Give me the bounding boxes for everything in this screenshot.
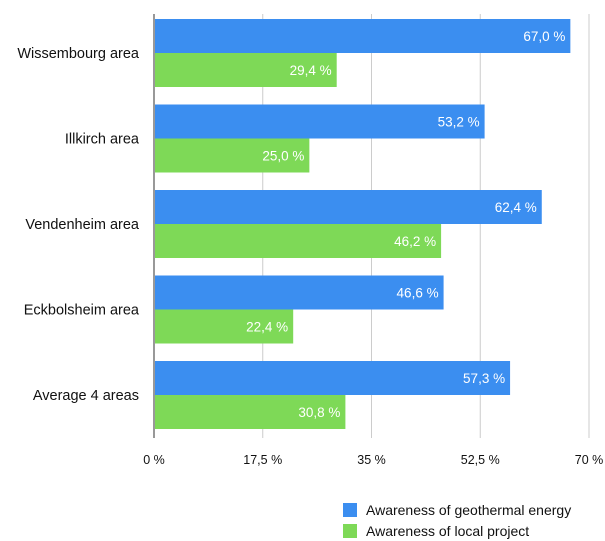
legend-swatch-local-project bbox=[343, 523, 357, 538]
bar-geothermal bbox=[155, 275, 444, 310]
bar-local-project bbox=[155, 309, 294, 344]
legend-label-geothermal: Awareness of geothermal energy bbox=[366, 501, 572, 518]
category-label: Eckbolsheim area bbox=[24, 303, 140, 319]
bar-local-project bbox=[155, 395, 346, 429]
bar-geothermal bbox=[155, 190, 542, 224]
category-label: Illkirch area bbox=[65, 132, 140, 148]
x-tick-label: 17,5 % bbox=[243, 453, 282, 467]
bar-value-label: 62,4 % bbox=[495, 200, 537, 215]
category-label: Vendenheim area bbox=[25, 217, 140, 233]
x-tick-label: 35 % bbox=[357, 453, 386, 467]
bars: 67,0 % 29,4 % 53,2 % 25,0 % 62,4 % 46,2 % 46,6… bbox=[155, 19, 571, 429]
bar-geothermal bbox=[155, 361, 511, 395]
category-label: Average 4 areas bbox=[33, 388, 139, 404]
legend-item-geothermal: Awareness of geothermal energy bbox=[343, 499, 571, 520]
bar-value-label: 46,2 % bbox=[394, 234, 436, 249]
legend-swatch-geothermal bbox=[343, 502, 357, 517]
legend-label-local-project: Awareness of local project bbox=[366, 522, 530, 539]
bar-local-project bbox=[155, 138, 310, 173]
category-labels: Wissembourg area Illkirch area Vendenheim … bbox=[17, 46, 140, 404]
bar-value-label: 30,8 % bbox=[298, 405, 340, 420]
legend: Awareness of geothermal energy Awareness… bbox=[343, 499, 571, 541]
bar-geothermal bbox=[155, 104, 485, 139]
category-label: Wissembourg area bbox=[17, 46, 140, 62]
bar-value-label: 29,4 % bbox=[290, 63, 332, 78]
x-tick-label: 52,5 % bbox=[461, 453, 500, 467]
bar-value-label: 25,0 % bbox=[262, 149, 304, 164]
bar-value-label: 22,4 % bbox=[246, 320, 288, 335]
bar-value-label: 57,3 % bbox=[463, 371, 505, 386]
bar-local-project bbox=[155, 53, 337, 87]
bar-geothermal bbox=[155, 19, 571, 53]
bar-value-label: 67,0 % bbox=[523, 29, 565, 44]
bar-value-label: 53,2 % bbox=[438, 115, 480, 130]
x-tick-label: 0 % bbox=[143, 453, 165, 467]
x-axis-ticks: 0 % 17,5 % 35 % 52,5 % 70 % bbox=[143, 453, 603, 467]
bar-value-label: 46,6 % bbox=[397, 286, 439, 301]
legend-item-local-project: Awareness of local project bbox=[343, 520, 571, 541]
bar-local-project bbox=[155, 224, 442, 258]
x-tick-label: 70 % bbox=[575, 453, 604, 467]
